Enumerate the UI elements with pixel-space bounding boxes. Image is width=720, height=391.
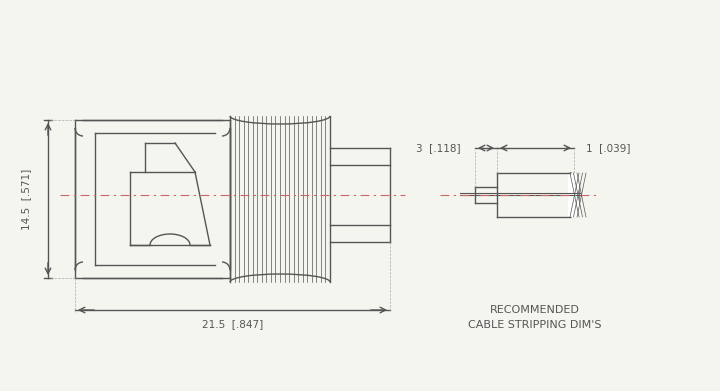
Text: 1  [.039]: 1 [.039]	[586, 143, 631, 153]
Text: 21.5  [.847]: 21.5 [.847]	[202, 319, 263, 329]
Text: 14.5  [.571]: 14.5 [.571]	[21, 169, 31, 230]
FancyBboxPatch shape	[568, 173, 579, 217]
Text: RECOMMENDED
CABLE STRIPPING DIM'S: RECOMMENDED CABLE STRIPPING DIM'S	[468, 305, 602, 330]
Text: 3  [.118]: 3 [.118]	[416, 143, 461, 153]
